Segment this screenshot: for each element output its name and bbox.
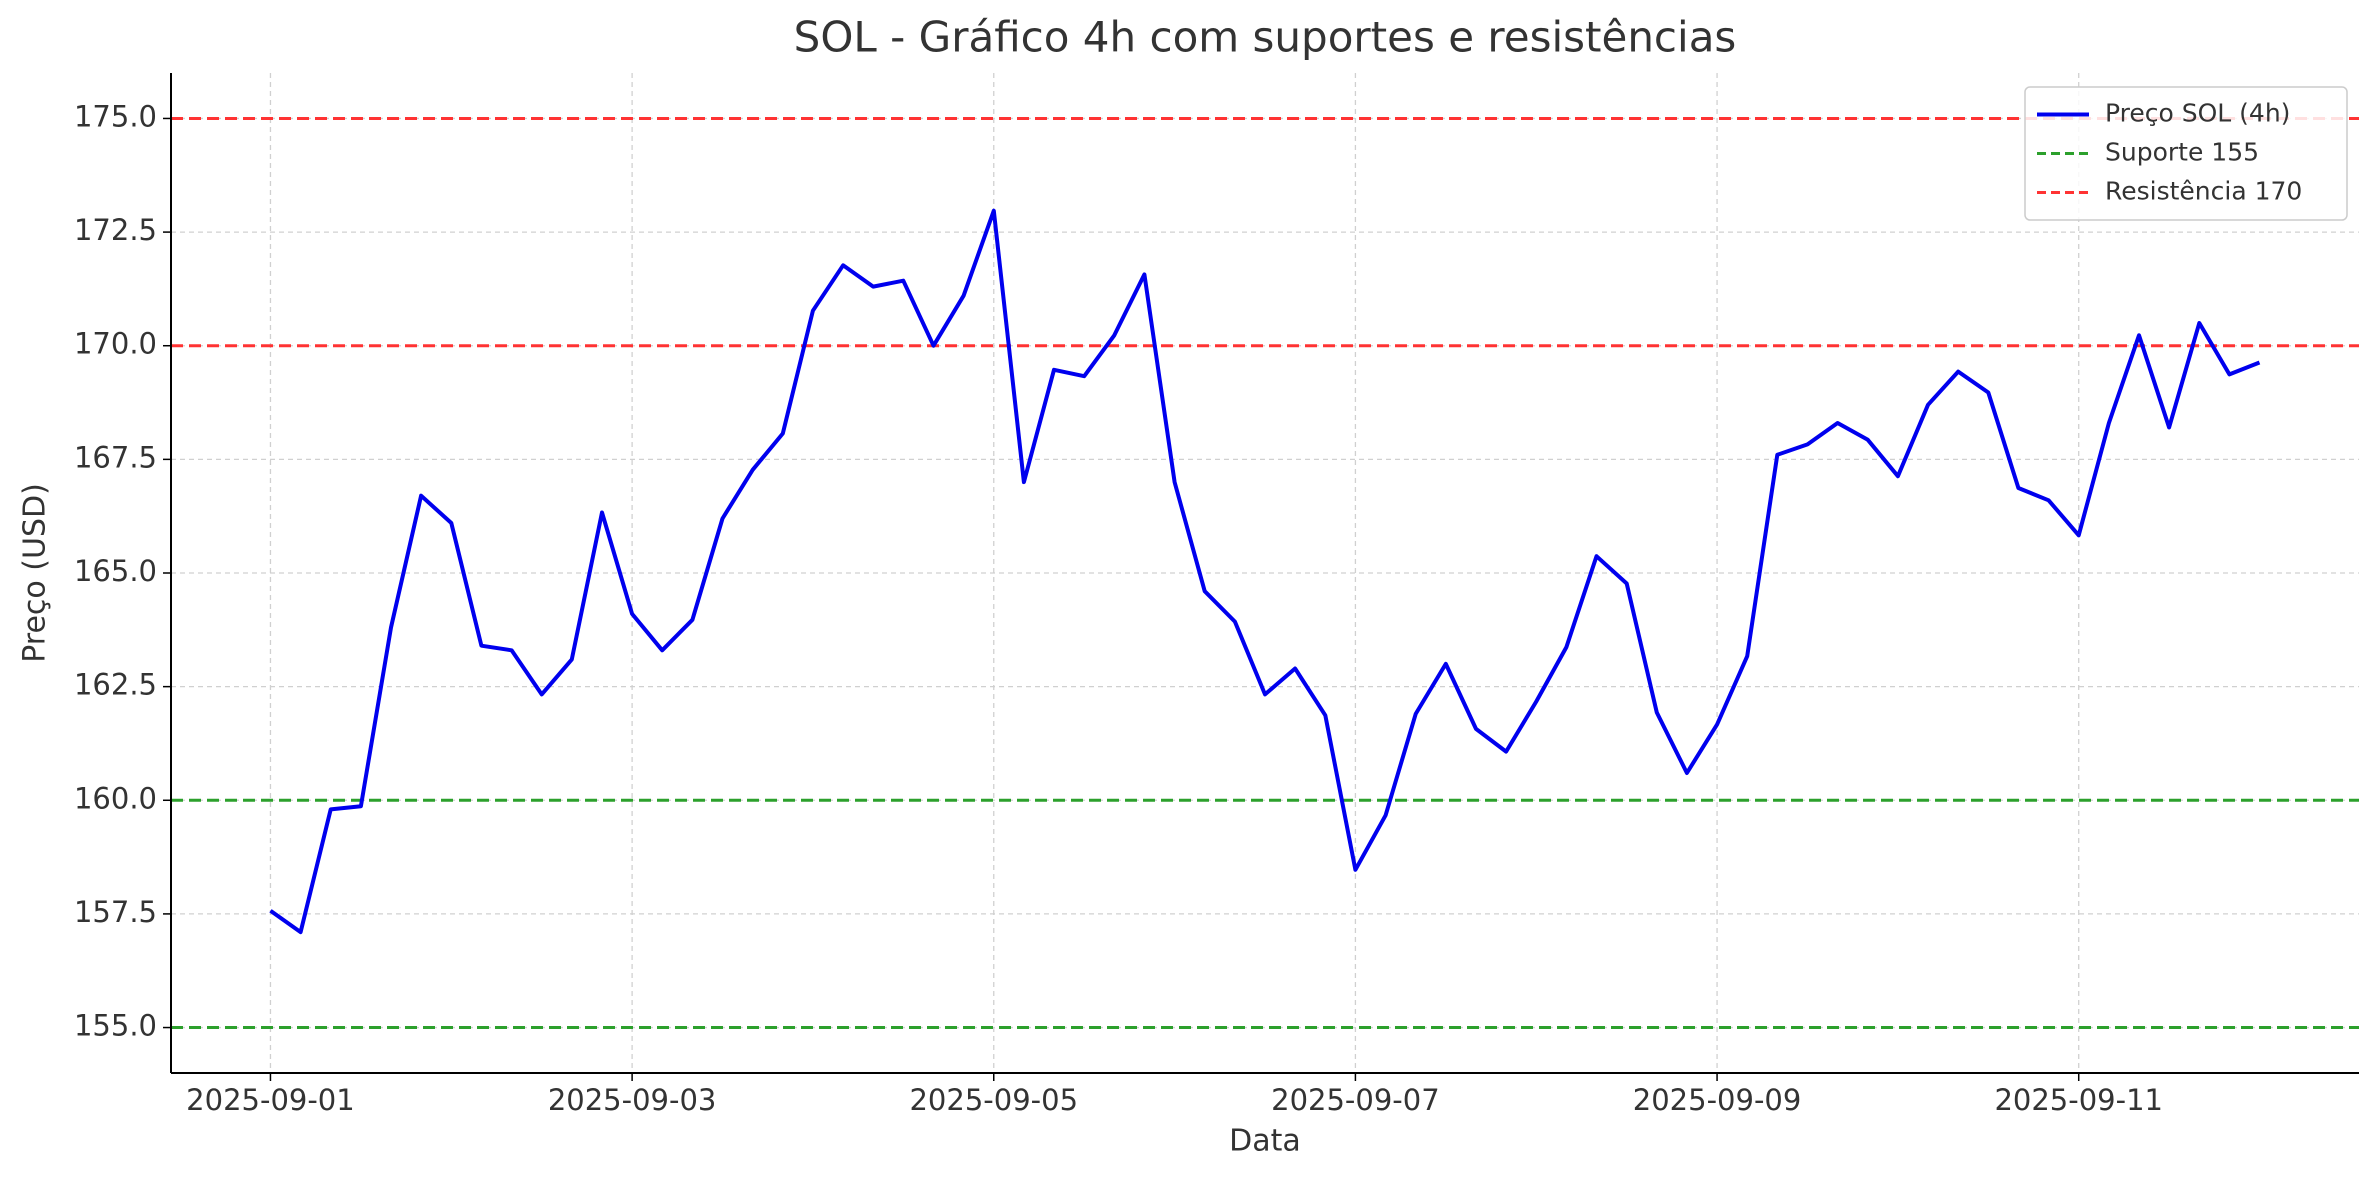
y-tick-label: 172.5 — [74, 213, 157, 247]
x-tick-label: 2025-09-09 — [1633, 1083, 1802, 1117]
x-tick-label: 2025-09-07 — [1271, 1083, 1440, 1117]
x-axis-label: Data — [1229, 1124, 1301, 1159]
y-tick-label: 157.5 — [74, 895, 157, 929]
legend-label: Resistência 170 — [2105, 177, 2302, 206]
chart-title: SOL - Gráfico 4h com suportes e resistên… — [794, 13, 1737, 62]
x-tick-label: 2025-09-03 — [548, 1083, 717, 1117]
y-tick-label: 155.0 — [74, 1009, 157, 1043]
y-axis-label: Preço (USD) — [18, 483, 53, 663]
x-tick-label: 2025-09-11 — [1994, 1083, 2163, 1117]
legend-box — [2024, 86, 2348, 221]
y-tick-label: 167.5 — [74, 440, 157, 474]
x-tick-label: 2025-09-01 — [186, 1083, 355, 1117]
legend-label: Suporte 155 — [2105, 138, 2259, 167]
y-tick-label: 162.5 — [74, 668, 157, 702]
y-tick-label: 165.0 — [74, 554, 157, 588]
price-line — [269, 208, 2261, 935]
x-tick-label: 2025-09-05 — [909, 1083, 1078, 1117]
legend-label: Preço SOL (4h) — [2105, 99, 2290, 128]
y-tick-label: 160.0 — [74, 781, 157, 815]
legend: Preço SOL (4h) Suporte 155 Resistência 170 — [2024, 86, 2348, 221]
y-tick-label: 170.0 — [74, 327, 157, 361]
y-tick-label: 175.0 — [74, 99, 157, 133]
